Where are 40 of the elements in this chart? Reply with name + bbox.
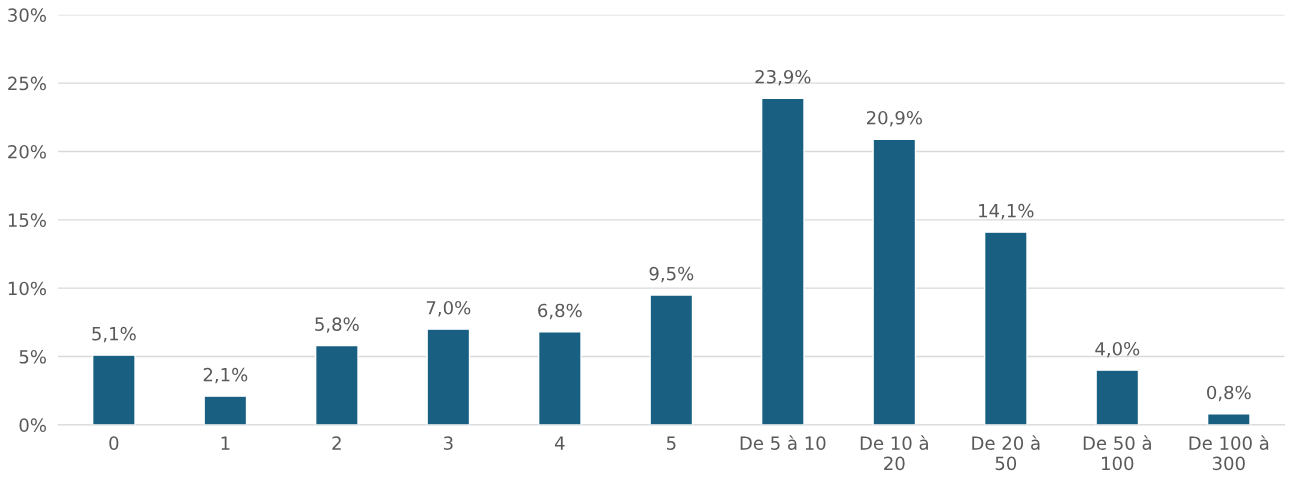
x-tick-label: 5 (666, 436, 676, 450)
x-tick-label: De 10 à 20 (860, 435, 928, 471)
y-tick-label: 0% (19, 418, 46, 432)
data-label: 6,8% (538, 303, 582, 320)
bar (91, 354, 136, 425)
data-label: 9,5% (649, 266, 694, 283)
x-tick-label: De 5 à 10 (740, 435, 826, 450)
y-tick-label: 15% (8, 213, 46, 227)
data-label: 0,8% (1207, 385, 1251, 402)
y-tick-label: 10% (8, 281, 46, 296)
data-label: 14,1% (979, 203, 1034, 220)
bar (1095, 369, 1140, 425)
y-tick-label: 30% (8, 8, 46, 22)
x-tick-label: De 50 à 100 (1083, 435, 1151, 471)
y-tick-label: 20% (8, 144, 46, 159)
x-tick-label: 1 (221, 436, 230, 450)
bar (203, 395, 248, 425)
x-tick-label: De 20 à 50 (972, 435, 1040, 471)
data-label: 7,0% (426, 300, 471, 317)
bar (1206, 413, 1251, 425)
bar (314, 344, 359, 425)
bar (537, 331, 582, 425)
data-label: 5,1% (92, 326, 136, 343)
y-tick-label: 5% (19, 349, 46, 364)
x-tick-label: 0 (109, 436, 119, 450)
data-label: 5,8% (315, 317, 359, 333)
data-label: 4,0% (1095, 341, 1140, 358)
data-label: 20,9% (866, 110, 922, 127)
data-label: 23,9% (755, 69, 811, 86)
x-tick-label: 3 (443, 436, 453, 450)
bar (983, 231, 1028, 425)
data-label: 2,1% (203, 367, 248, 384)
x-tick-label: 4 (554, 436, 565, 450)
y-tick-label: 25% (8, 76, 46, 91)
bar (872, 138, 917, 425)
bar (426, 328, 471, 425)
x-tick-label: De 100 à 300 (1189, 435, 1269, 471)
bar (649, 294, 694, 425)
bar (760, 97, 805, 425)
x-tick-label: 2 (332, 436, 341, 450)
